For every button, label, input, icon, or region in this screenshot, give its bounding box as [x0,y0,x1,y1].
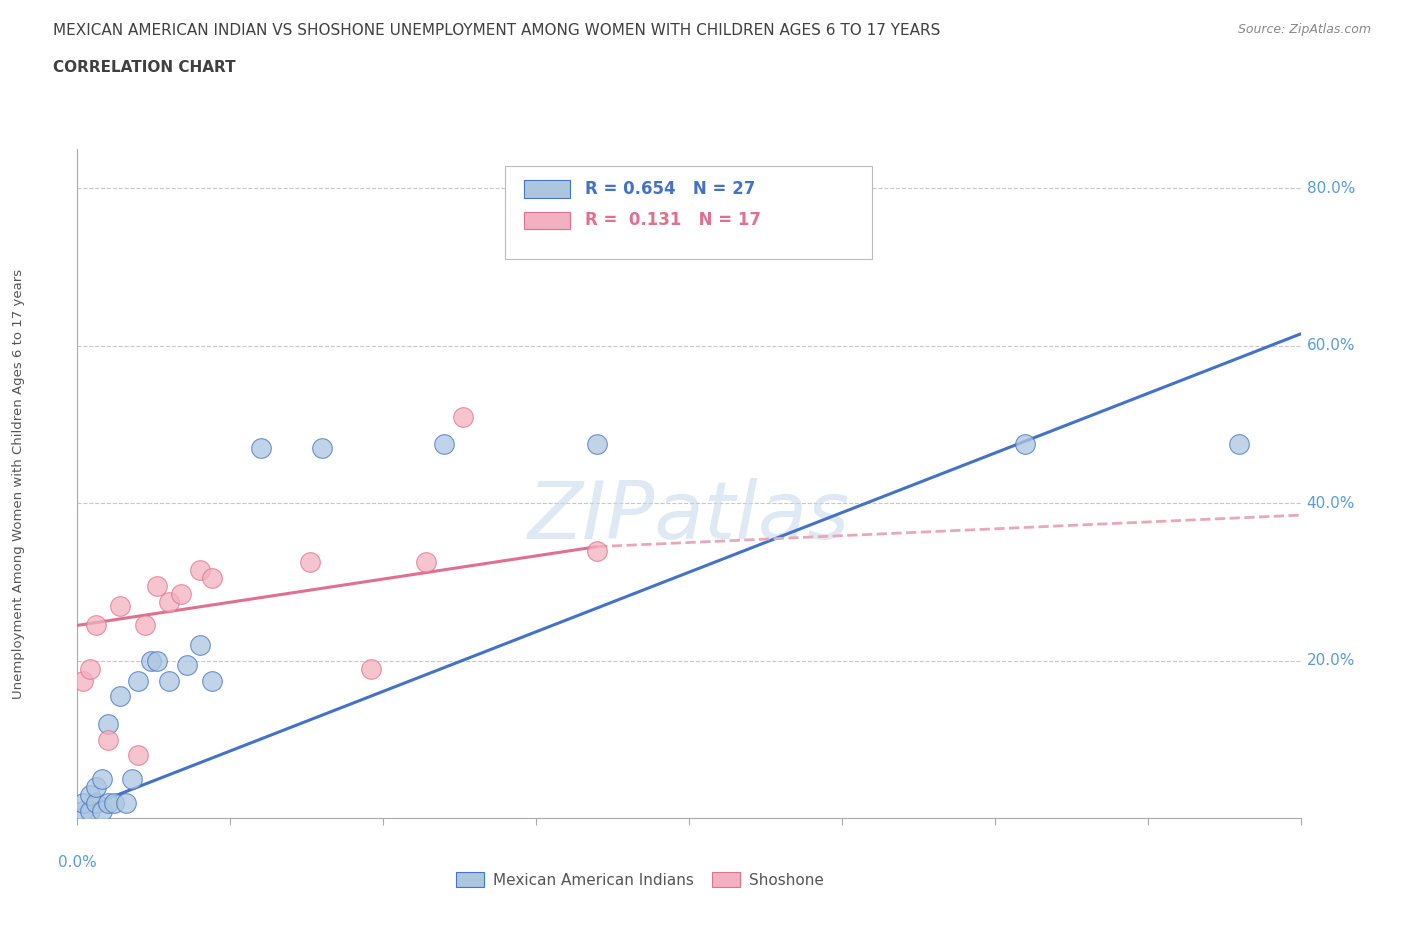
Point [586,437,609,452]
Text: Unemployment Among Women with Children Ages 6 to 17 years: Unemployment Among Women with Children A… [13,269,25,698]
Point [170,587,193,602]
Point [415,555,437,570]
Point [79,804,101,818]
Point [201,673,224,688]
Legend: Mexican American Indians, Shoshone: Mexican American Indians, Shoshone [457,872,824,888]
Point [108,689,131,704]
Point [72,673,94,688]
Point [72,804,94,818]
Point [360,661,382,676]
Point [586,543,609,558]
Point [201,571,224,586]
Point [433,437,456,452]
Point [115,795,138,810]
Point [84,779,107,794]
Text: Source: ZipAtlas.com: Source: ZipAtlas.com [1237,23,1371,36]
Point [250,441,273,456]
Text: CORRELATION CHART: CORRELATION CHART [53,60,236,75]
Point [103,795,125,810]
Point [79,661,101,676]
Point [97,716,120,731]
Text: 60.0%: 60.0% [1306,339,1355,353]
Point [176,658,198,672]
Bar [524,212,571,229]
Point [188,563,211,578]
Point [108,598,131,613]
Point [121,772,143,787]
FancyBboxPatch shape [506,166,872,259]
Point [298,555,321,570]
Point [146,578,169,593]
Text: ZIPatlas: ZIPatlas [527,478,851,556]
Point [127,748,149,763]
Point [1229,437,1251,452]
Point [90,772,112,787]
Point [134,618,156,632]
Text: R = 0.654   N = 27: R = 0.654 N = 27 [585,180,755,198]
Text: 20.0%: 20.0% [1306,654,1355,669]
Text: R =  0.131   N = 17: R = 0.131 N = 17 [585,211,761,230]
Point [84,795,107,810]
Point [188,638,211,653]
Text: 0.0%: 0.0% [58,856,97,870]
Point [157,594,180,609]
Point [97,795,120,810]
Text: MEXICAN AMERICAN INDIAN VS SHOSHONE UNEMPLOYMENT AMONG WOMEN WITH CHILDREN AGES : MEXICAN AMERICAN INDIAN VS SHOSHONE UNEM… [53,23,941,38]
Point [311,441,333,456]
Point [79,788,101,803]
Point [97,732,120,747]
Point [127,673,149,688]
Text: 80.0%: 80.0% [1306,180,1355,195]
Point [84,618,107,632]
Point [90,804,112,818]
Point [146,654,169,669]
Point [1014,437,1036,452]
Point [139,654,162,669]
Point [72,795,94,810]
Text: 40.0%: 40.0% [1306,496,1355,511]
Bar [524,180,571,198]
Point [451,409,474,424]
Point [157,673,180,688]
